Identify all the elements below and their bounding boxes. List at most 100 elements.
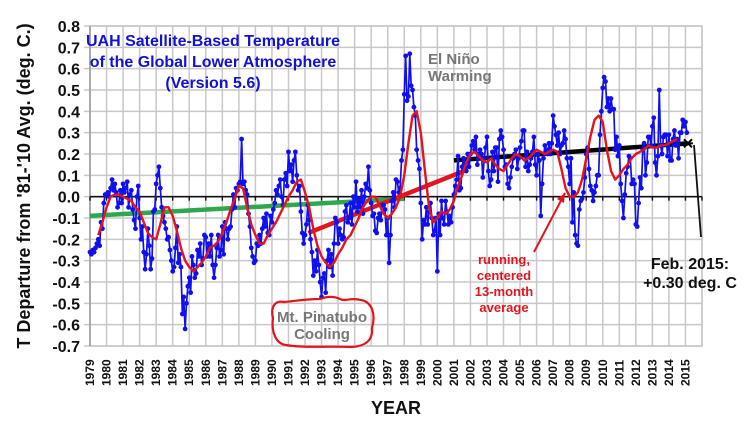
x-tick-label: 2015 <box>678 359 692 386</box>
monthly-anomaly-point <box>178 264 184 270</box>
monthly-anomaly-point <box>415 158 421 163</box>
monthly-anomaly-point <box>257 232 262 238</box>
monthly-anomaly-point <box>203 234 209 240</box>
monthly-anomaly-point <box>587 183 593 189</box>
monthly-anomaly-point <box>213 262 218 268</box>
monthly-anomaly-point <box>575 243 581 249</box>
monthly-anomaly-point <box>571 190 577 195</box>
monthly-anomaly-point <box>377 211 382 217</box>
annotation-pinatubo-line-1: Mt. Pinatubo <box>277 309 367 326</box>
monthly-anomaly-point <box>539 181 545 187</box>
monthly-anomaly-point <box>192 275 198 281</box>
monthly-anomaly-point <box>166 234 171 240</box>
x-tick-label: 1992 <box>298 359 312 386</box>
monthly-anomaly-point <box>269 219 275 225</box>
x-tick-label: 1985 <box>182 359 196 386</box>
monthly-anomaly-point <box>623 170 629 176</box>
monthly-anomaly-point <box>196 254 202 259</box>
monthly-anomaly-point <box>310 273 316 278</box>
monthly-anomaly-point <box>225 236 231 242</box>
monthly-anomaly-point <box>434 268 440 274</box>
monthly-anomaly-point <box>262 224 268 229</box>
monthly-anomaly-point <box>308 236 313 242</box>
monthly-anomaly-point <box>124 179 130 185</box>
monthly-anomaly-point <box>276 183 282 189</box>
running-average-arrow <box>533 192 566 253</box>
monthly-anomaly-point <box>250 254 256 259</box>
monthly-anomaly-point <box>130 207 136 212</box>
monthly-anomaly-point <box>536 158 542 163</box>
monthly-anomaly-point <box>148 266 154 272</box>
monthly-anomaly-point <box>491 168 497 174</box>
annotation-feb-2015: Feb. 2015: +0.30 deg. C <box>643 144 737 292</box>
monthly-anomaly-point <box>337 226 342 232</box>
monthly-anomaly-point <box>155 172 160 178</box>
title-line-2: of the Global Lower Atmosphere <box>90 54 337 71</box>
monthly-anomaly-point <box>218 247 224 253</box>
monthly-anomaly-point <box>378 217 384 223</box>
monthly-anomaly-point <box>479 151 484 157</box>
monthly-anomaly-point <box>556 130 562 136</box>
monthly-anomaly-point <box>283 170 289 176</box>
monthly-anomaly-point <box>291 158 297 163</box>
monthly-anomaly-point <box>133 226 138 232</box>
monthly-anomaly-point <box>552 123 557 129</box>
monthly-anomaly-point <box>353 179 359 185</box>
monthly-anomaly-point <box>608 96 614 101</box>
x-tick-label: 2011 <box>612 360 626 386</box>
monthly-anomaly-point <box>401 91 407 97</box>
monthly-anomaly-point <box>418 200 424 206</box>
monthly-anomaly-point <box>105 190 111 195</box>
monthly-anomaly-point <box>381 202 386 208</box>
monthly-anomaly-point <box>321 271 327 276</box>
x-tick-label: 1989 <box>248 359 262 386</box>
monthly-anomaly-point <box>175 260 181 266</box>
monthly-anomaly-point <box>410 87 415 93</box>
monthly-anomaly-point <box>120 181 126 187</box>
y-tick-label: 0.7 <box>58 40 80 57</box>
monthly-anomaly-point <box>217 254 222 259</box>
monthly-anomaly-point <box>389 198 395 204</box>
monthly-anomaly-point <box>126 204 131 210</box>
monthly-anomaly-point <box>483 145 488 151</box>
x-tick-label: 1988 <box>232 359 246 386</box>
monthly-anomaly-point <box>115 204 120 210</box>
monthly-anomaly-point <box>487 183 493 189</box>
monthly-anomaly-point <box>374 230 380 236</box>
y-tick-label: 0.2 <box>58 147 80 164</box>
x-tick-label: 2007 <box>546 359 560 386</box>
y-tick-label: 0.3 <box>58 126 80 143</box>
monthly-anomaly-point <box>261 215 267 221</box>
monthly-anomaly-point <box>244 192 250 197</box>
monthly-anomaly-point <box>371 211 377 217</box>
monthly-anomaly-point <box>508 175 513 180</box>
monthly-anomaly-point <box>122 190 127 195</box>
monthly-anomaly-point <box>598 108 604 114</box>
monthly-anomaly-point <box>564 155 570 161</box>
monthly-anomaly-point <box>298 209 304 215</box>
monthly-anomaly-point <box>472 147 477 153</box>
monthly-anomaly-point <box>185 283 191 289</box>
monthly-anomaly-point <box>466 164 472 170</box>
monthly-anomaly-point <box>288 162 294 168</box>
monthly-anomaly-point <box>207 254 213 259</box>
monthly-anomaly-point <box>469 143 475 148</box>
monthly-anomaly-point <box>156 164 162 170</box>
monthly-anomaly-point <box>195 247 200 253</box>
monthly-anomaly-point <box>153 181 159 187</box>
monthly-anomaly-point <box>513 147 519 153</box>
monthly-anomaly-point <box>417 166 422 172</box>
monthly-anomaly-point <box>550 113 556 118</box>
annotation-pinatubo: Mt. Pinatubo Cooling <box>271 295 375 349</box>
monthly-anomaly-point <box>139 224 145 229</box>
monthly-anomaly-point <box>581 190 586 195</box>
monthly-anomaly-point <box>211 275 217 281</box>
monthly-anomaly-point <box>448 219 454 225</box>
monthly-anomaly-point <box>320 275 326 281</box>
monthly-anomaly-point <box>656 87 662 93</box>
x-tick-labels: 1979 1980 1981 1982 1983 1984 1985 1986 1987 1988… <box>83 359 692 386</box>
monthly-anomaly-point <box>514 166 520 172</box>
monthly-anomaly-point <box>622 192 628 197</box>
monthly-anomaly-point <box>634 224 640 229</box>
monthly-anomaly-point <box>135 183 141 189</box>
